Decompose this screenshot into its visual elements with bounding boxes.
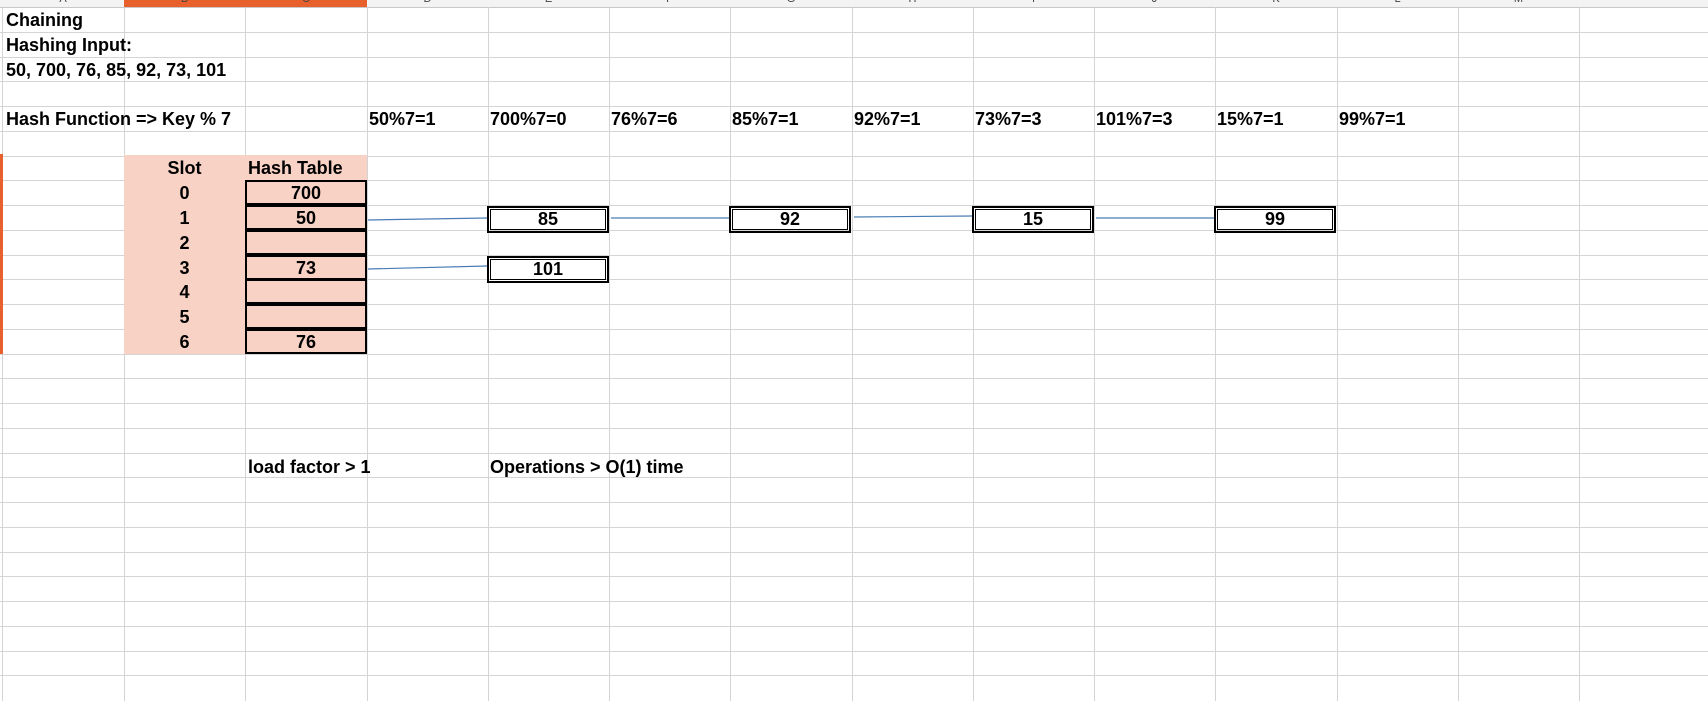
hash-calculation-cell[interactable]: 700%7=0 — [490, 109, 567, 129]
chain-node-value: 99 — [1264, 209, 1286, 229]
chain-node-inner-border — [732, 209, 848, 230]
hash-table-cell[interactable] — [245, 279, 367, 304]
grid-row-line — [0, 502, 1708, 503]
column-letter[interactable]: B — [124, 0, 245, 6]
grid-row-line — [0, 626, 1708, 627]
hash-calculation-cell[interactable]: 76%7=6 — [611, 109, 678, 129]
chain-node-inner-border — [975, 209, 1091, 230]
grid-row-line — [0, 329, 1708, 330]
hash-table-cell[interactable] — [245, 205, 367, 230]
grid-row-line — [0, 477, 1708, 478]
column-letter[interactable]: H — [852, 0, 973, 6]
grid-row-line — [0, 32, 1708, 33]
grid-row-line — [0, 576, 1708, 577]
column-letter[interactable]: E — [488, 0, 609, 6]
grid-row-line — [0, 403, 1708, 404]
grid-row-line — [0, 81, 1708, 82]
grid-row-line — [0, 428, 1708, 429]
hash-calculation-cell[interactable]: 85%7=1 — [732, 109, 799, 129]
slot-number[interactable]: 2 — [179, 233, 190, 253]
sheet-title[interactable]: Chaining — [6, 10, 83, 30]
grid-row-line — [0, 552, 1708, 553]
chain-node-value: 92 — [779, 209, 801, 229]
chain-node-value: 85 — [537, 209, 559, 229]
column-letter[interactable]: M — [1458, 0, 1579, 6]
grid-row-line — [0, 131, 1708, 132]
grid-row-line — [0, 205, 1708, 206]
slot-number[interactable]: 6 — [179, 332, 190, 352]
column-letter[interactable]: A — [2, 0, 124, 6]
chain-node[interactable] — [487, 206, 609, 233]
grid-row-line — [0, 453, 1708, 454]
hash-function-label[interactable]: Hash Function => Key % 7 — [6, 109, 232, 129]
grid-row-line — [0, 601, 1708, 602]
column-letter[interactable]: C — [245, 0, 367, 6]
chain-link-line — [367, 217, 488, 221]
slot-number[interactable]: 4 — [179, 282, 190, 302]
column-header-strip[interactable]: ABCDEFGHIJKLM — [0, 0, 1708, 8]
hash-calculation-cell[interactable]: 50%7=1 — [369, 109, 436, 129]
column-letter[interactable]: J — [1094, 0, 1215, 6]
hash-table-value: 50 — [295, 208, 317, 228]
hash-calculation-cell[interactable]: 15%7=1 — [1217, 109, 1284, 129]
grid-row-line — [0, 255, 1708, 256]
hash-calculation-cell[interactable]: 92%7=1 — [854, 109, 921, 129]
chain-node[interactable] — [487, 256, 609, 283]
input-values[interactable]: 50, 700, 76, 85, 92, 73, 101 — [6, 60, 227, 80]
column-letter[interactable]: F — [609, 0, 730, 6]
grid-row-line — [0, 180, 1708, 181]
hash-table-value: 700 — [290, 183, 322, 203]
slot-number[interactable]: 1 — [179, 208, 190, 228]
chain-node-value: 101 — [532, 259, 564, 279]
chain-node-inner-border — [490, 259, 606, 280]
slot-number[interactable]: 0 — [179, 183, 190, 203]
grid-row-line — [0, 57, 1708, 58]
grid-row-line — [0, 651, 1708, 652]
hash-table-cell[interactable] — [245, 329, 367, 354]
selected-rows-marker — [0, 154, 3, 354]
hash-calculation-cell[interactable]: 73%7=3 — [975, 109, 1042, 129]
column-letter[interactable]: L — [1337, 0, 1458, 6]
hash-table-cell[interactable] — [245, 180, 367, 205]
hash-table-cell[interactable] — [245, 304, 367, 329]
slot-header[interactable]: Slot — [167, 158, 202, 178]
hash-table-cell[interactable] — [245, 230, 367, 255]
selected-column-header[interactable] — [124, 0, 245, 7]
column-letter[interactable]: D — [367, 0, 488, 6]
hash-table-header[interactable]: Hash Table — [248, 158, 343, 178]
input-label[interactable]: Hashing Input: — [6, 35, 132, 55]
hash-calculation-cell[interactable]: 99%7=1 — [1339, 109, 1406, 129]
grid-row-line — [0, 378, 1708, 379]
grid-row-line — [0, 279, 1708, 280]
column-letter[interactable]: I — [973, 0, 1094, 6]
grid-row-line — [0, 304, 1708, 305]
chain-node[interactable] — [972, 206, 1094, 233]
grid-row-line — [0, 354, 1708, 355]
hash-table-value: 76 — [295, 332, 317, 352]
chain-node-inner-border — [1217, 209, 1333, 230]
slot-number[interactable]: 5 — [179, 307, 190, 327]
grid-row-line — [0, 230, 1708, 231]
grid-row-line — [0, 156, 1708, 157]
grid-row-line — [0, 675, 1708, 676]
column-letter[interactable]: K — [1215, 0, 1337, 6]
hash-table-value: 73 — [295, 258, 317, 278]
grid-row-line — [0, 527, 1708, 528]
hash-calculation-cell[interactable]: 101%7=3 — [1096, 109, 1173, 129]
chain-node-inner-border — [490, 209, 606, 230]
slot-number[interactable]: 3 — [179, 258, 190, 278]
chain-link-line — [367, 265, 488, 270]
chain-node[interactable] — [729, 206, 851, 233]
selected-column-header[interactable] — [245, 0, 367, 7]
operations-note[interactable]: Operations > O(1) time — [490, 457, 684, 477]
column-letter[interactable]: G — [730, 0, 852, 6]
chain-link-line — [853, 215, 973, 218]
chain-node-value: 15 — [1022, 209, 1044, 229]
grid-row-line — [0, 106, 1708, 107]
load-factor-note[interactable]: load factor > 1 — [248, 457, 371, 477]
chain-node[interactable] — [1214, 206, 1336, 233]
